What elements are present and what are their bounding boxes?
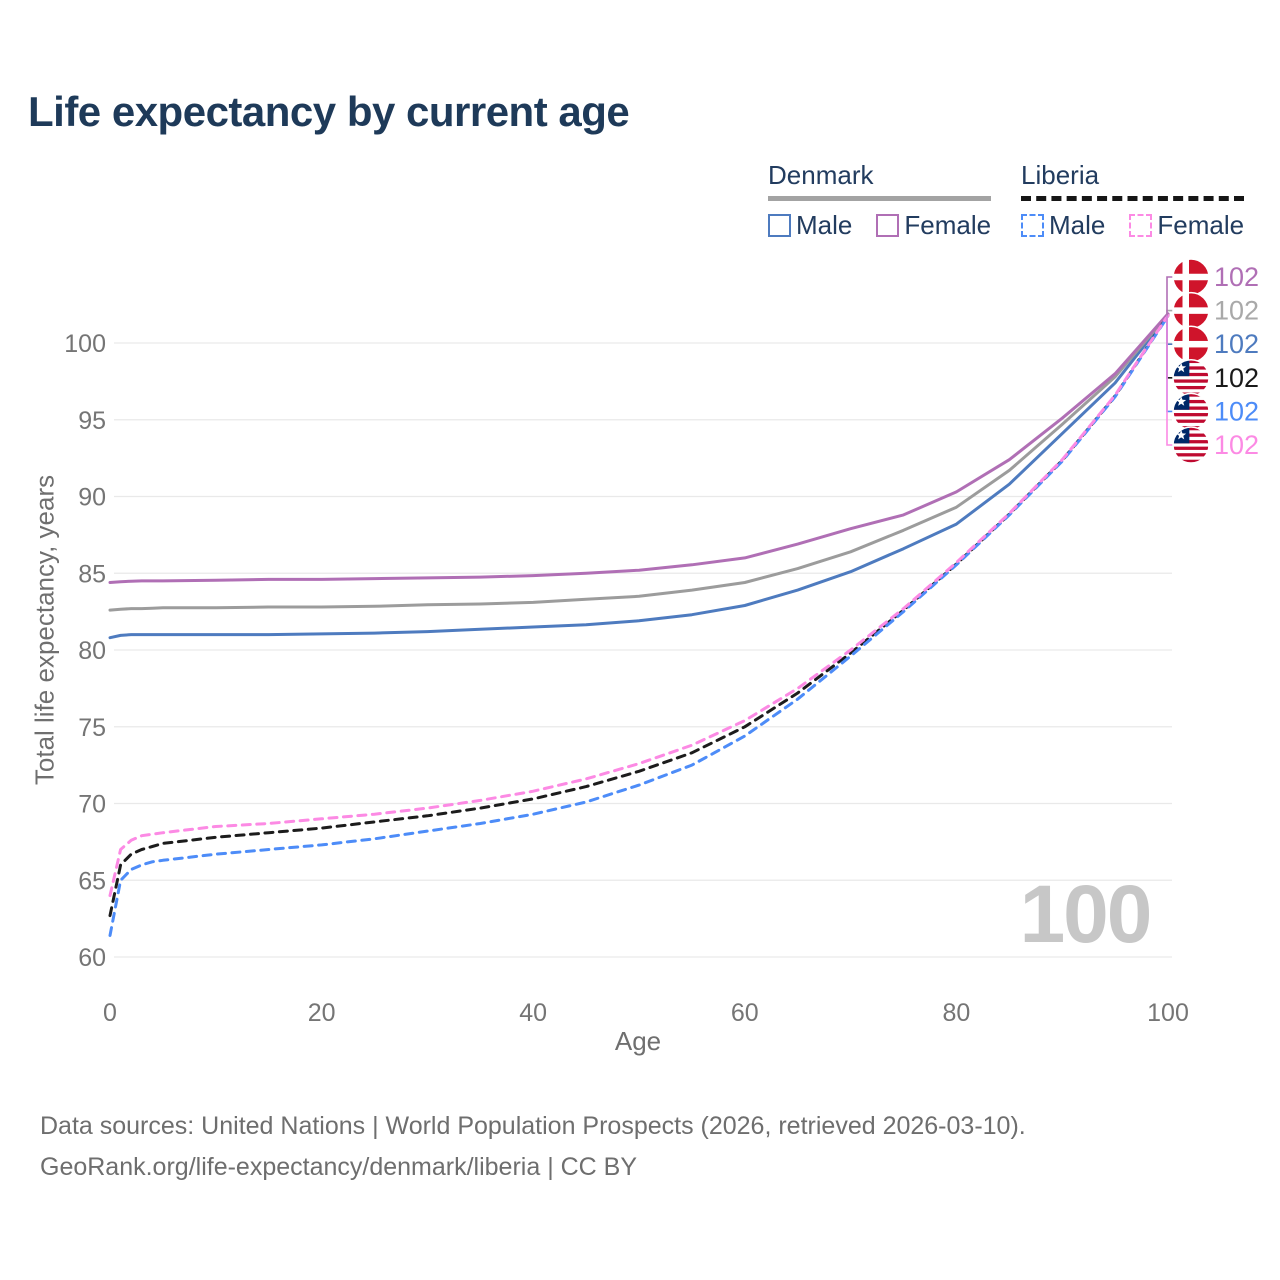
y-tick-label: 75 — [78, 714, 106, 742]
series-line-liberia-male — [108, 314, 1170, 937]
age-watermark: 100 — [1019, 869, 1153, 960]
x-tick-label: 20 — [308, 999, 336, 1027]
end-value-label: 102 — [1214, 296, 1259, 326]
attribution-line: GeoRank.org/life-expectancy/denmark/libe… — [40, 1153, 638, 1181]
data-sources-line: Data sources: United Nations | World Pop… — [40, 1112, 1026, 1140]
x-tick-label: 80 — [942, 999, 970, 1027]
end-value-label: 102 — [1214, 329, 1259, 359]
series-line-liberia-female — [108, 313, 1170, 898]
series-line-denmark-both — [108, 313, 1170, 612]
end-value-label: 102 — [1214, 430, 1259, 460]
series-line-denmark-female — [108, 312, 1170, 584]
x-tick-label: 60 — [731, 999, 759, 1027]
legend-item-liberia-female[interactable]: Female — [1129, 210, 1244, 241]
series-line-denmark-male — [108, 313, 1170, 640]
legend-item-denmark-male[interactable]: Male — [768, 210, 852, 241]
denmark-solid-line-sample — [768, 196, 992, 201]
chart-legend: Denmark Male Female Liberia Male — [0, 160, 1280, 250]
x-tick-label: 100 — [1147, 999, 1189, 1027]
y-axis-title: Total life expectancy, years — [29, 474, 60, 786]
denmark-flag-icon — [1172, 258, 1210, 296]
y-tick-label: 90 — [78, 484, 106, 512]
y-tick-label: 65 — [78, 867, 106, 895]
x-tick-label: 40 — [519, 999, 547, 1027]
series-line-liberia-both — [108, 313, 1170, 918]
denmark-flag-icon — [1172, 291, 1210, 330]
end-label-leader — [1166, 315, 1174, 413]
x-axis-title: Age — [614, 1026, 662, 1056]
denmark-female-swatch — [876, 214, 900, 237]
y-tick-label: 60 — [78, 944, 106, 972]
x-tick-label: 0 — [103, 999, 117, 1027]
y-tick-label: 100 — [64, 330, 106, 358]
end-value-label: 102 — [1214, 363, 1259, 393]
y-tick-label: 80 — [78, 637, 106, 665]
liberia-dashed-line-sample — [1021, 196, 1245, 201]
legend-group-title: Liberia — [1021, 160, 1100, 190]
liberia-flag-icon — [1172, 359, 1210, 397]
page-title: Life expectancy by current age — [28, 88, 630, 135]
legend-group-title: Denmark — [768, 160, 874, 190]
legend-group-denmark: Denmark Male Female — [768, 160, 992, 241]
legend-label: Male — [796, 210, 853, 240]
liberia-flag-icon — [1172, 392, 1210, 431]
liberia-male-swatch — [1021, 214, 1044, 237]
liberia-female-swatch — [1129, 214, 1153, 237]
y-tick-label: 95 — [78, 407, 106, 435]
legend-group-liberia: Liberia Male Female — [1021, 160, 1245, 241]
end-label-leader — [1166, 315, 1174, 446]
footer: Data sources: United Nations | World Pop… — [40, 1106, 1026, 1188]
liberia-flag-icon — [1172, 426, 1210, 464]
legend-item-liberia-male[interactable]: Male — [1021, 210, 1105, 241]
y-tick-label: 70 — [78, 791, 106, 819]
end-label-leader — [1166, 276, 1174, 316]
denmark-flag-icon — [1172, 325, 1210, 363]
end-value-label: 102 — [1214, 396, 1259, 426]
legend-label: Female — [1157, 210, 1245, 240]
end-value-label: 102 — [1214, 262, 1259, 292]
legend-label: Male — [1049, 210, 1106, 240]
legend-label: Female — [904, 210, 992, 240]
y-tick-label: 85 — [78, 560, 106, 588]
denmark-male-swatch — [768, 214, 791, 237]
legend-item-denmark-female[interactable]: Female — [876, 210, 991, 241]
